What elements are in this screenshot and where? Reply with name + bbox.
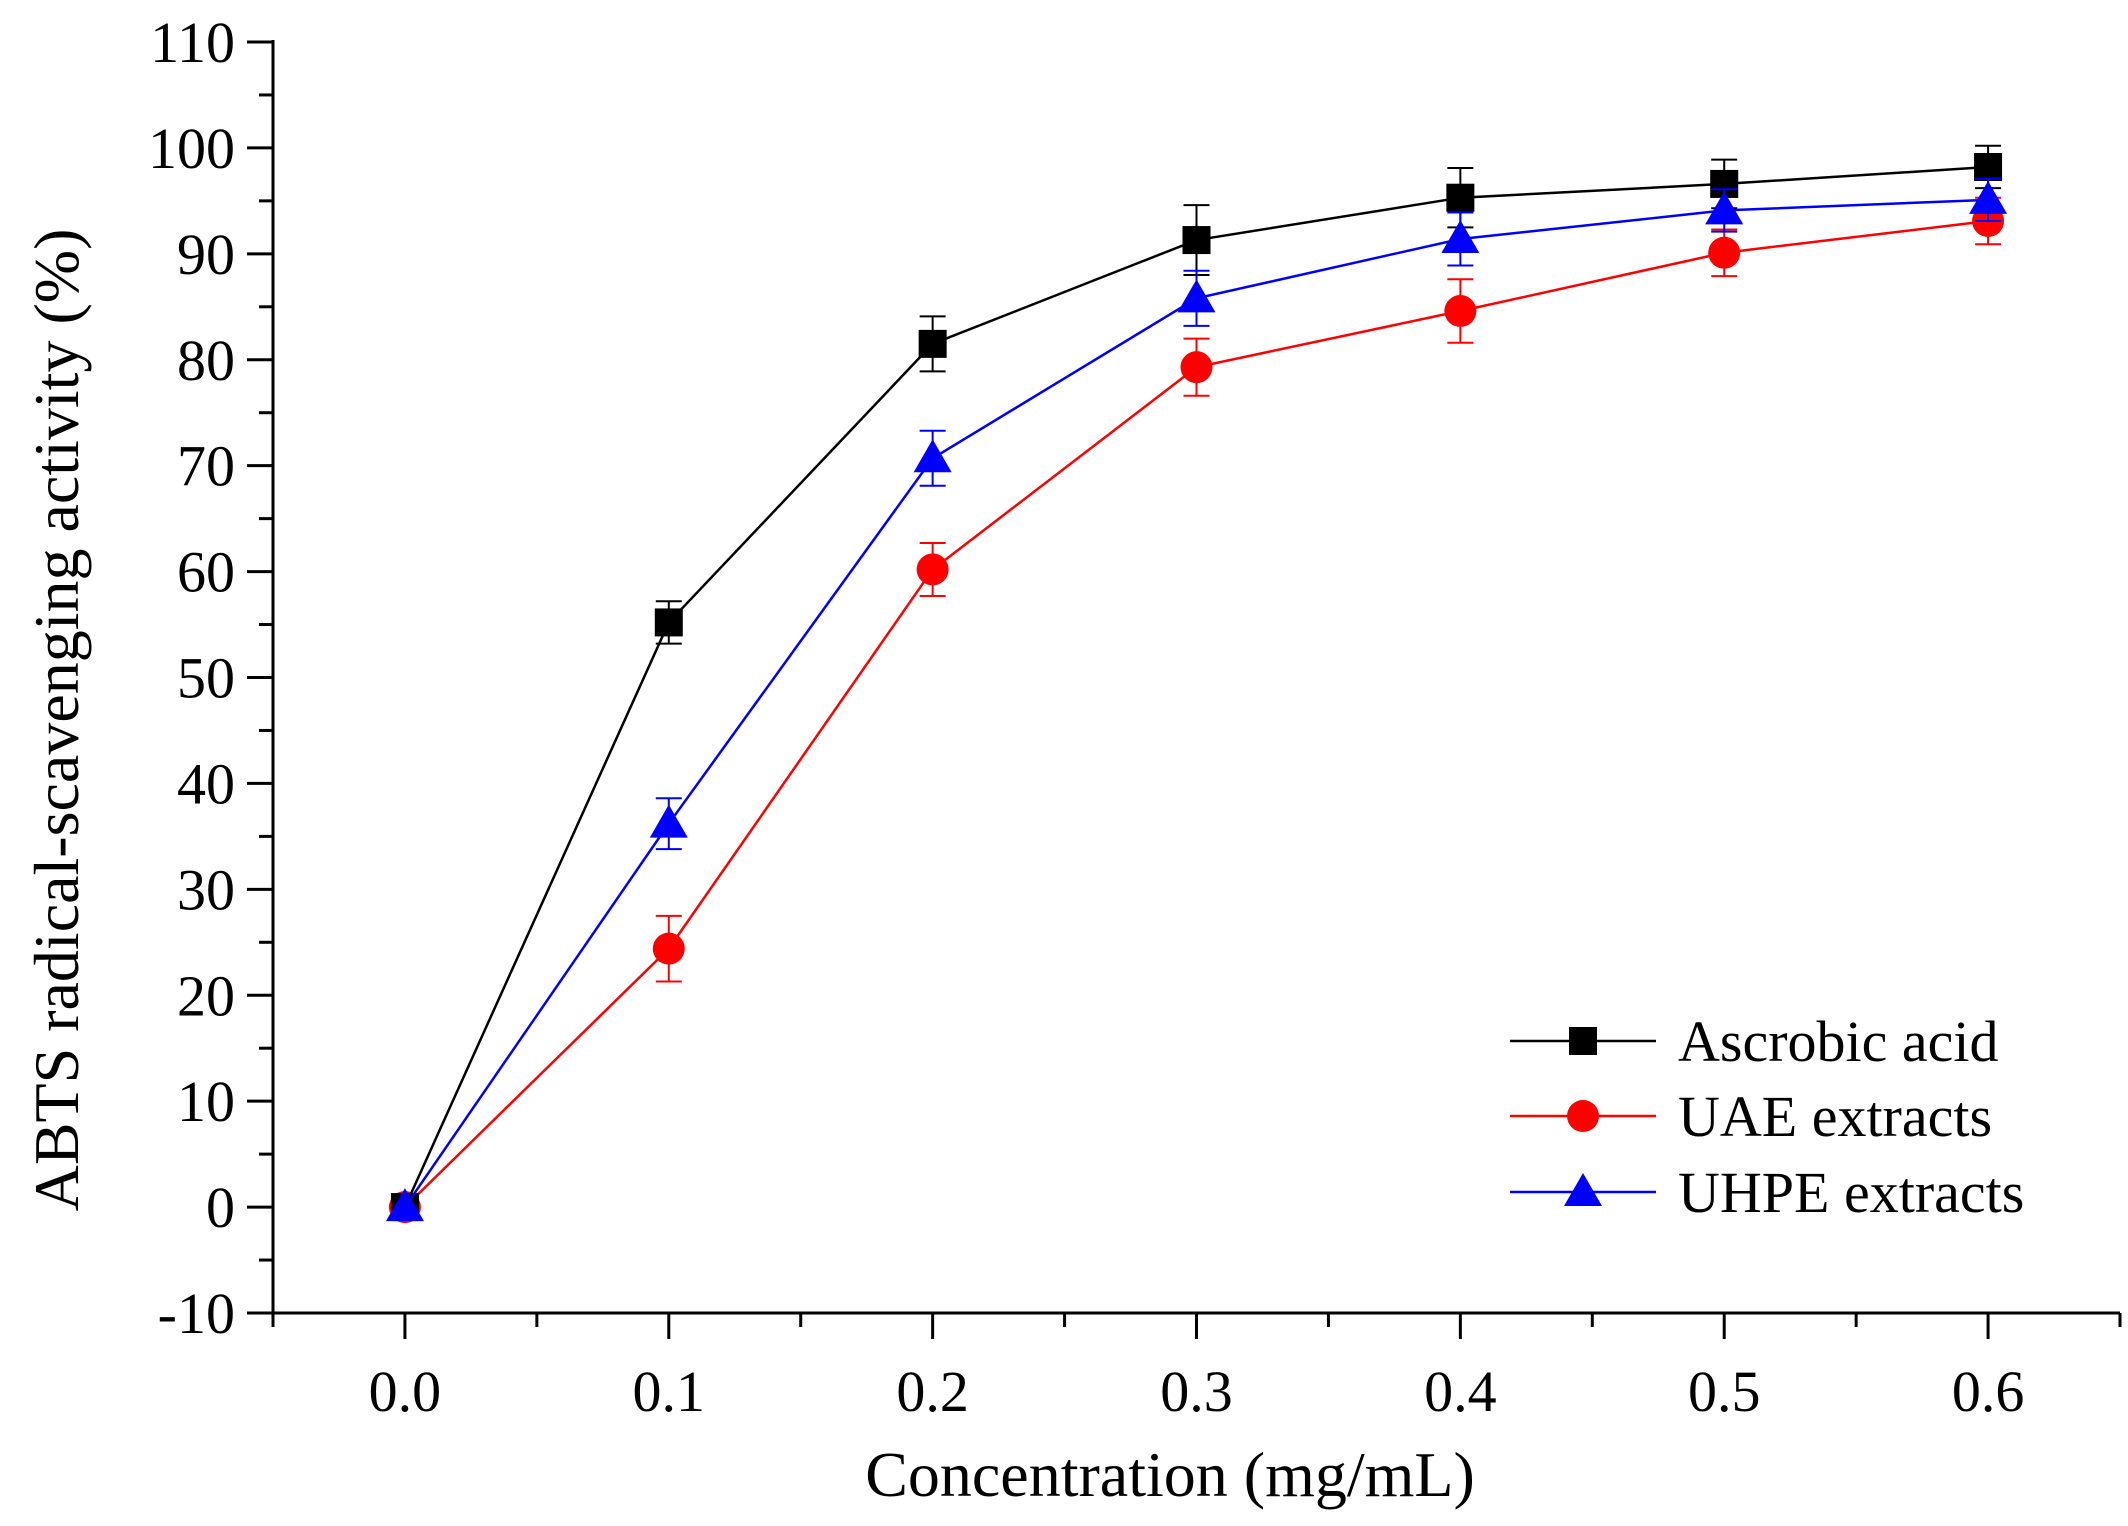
data-point <box>649 804 688 838</box>
data-point <box>1444 295 1477 328</box>
x-axis-title: Concentration (mg/mL) <box>865 1439 1475 1510</box>
y-tick-label: 70 <box>177 434 235 499</box>
legend-item: Ascrobic acid <box>1510 1009 1998 1074</box>
legend-label: Ascrobic acid <box>1678 1009 1998 1074</box>
legend-marker <box>1564 1173 1602 1206</box>
x-tick-label: 0.2 <box>896 1359 969 1424</box>
data-point <box>1969 180 2008 214</box>
data-point <box>1974 152 2003 181</box>
legend-label: UAE extracts <box>1678 1084 1992 1149</box>
y-tick-label: 10 <box>177 1069 235 1134</box>
x-tick-label: 0.1 <box>633 1359 706 1424</box>
legend-item: UAE extracts <box>1510 1084 1992 1149</box>
legend: Ascrobic acid UAE extracts UHPE extracts <box>1510 1009 2024 1225</box>
x-tick-label: 0.3 <box>1160 1359 1233 1424</box>
y-tick-label: 90 <box>177 222 235 287</box>
x-tick-label: 0.5 <box>1688 1359 1761 1424</box>
y-tick-label: 80 <box>177 328 235 393</box>
data-point <box>1441 220 1480 254</box>
legend-label: UHPE extracts <box>1678 1160 2024 1225</box>
data-point <box>1180 351 1213 384</box>
y-tick-label: -10 <box>158 1281 235 1346</box>
data-point <box>1446 183 1475 212</box>
y-tick-label: 40 <box>177 751 235 816</box>
axes: -10 0 10 20 30 40 50 60 70 80 90 100 110 0.0 0.1 0.2 0.3… <box>148 10 2122 1424</box>
data-point <box>1708 236 1741 269</box>
plot-area <box>385 144 2008 1224</box>
data-point <box>913 439 952 473</box>
y-tick-label: 0 <box>206 1175 235 1240</box>
data-point <box>1705 191 1744 225</box>
data-point <box>652 932 685 965</box>
data-point <box>918 329 947 358</box>
legend-item: UHPE extracts <box>1510 1160 2024 1225</box>
y-tick-label: 60 <box>177 540 235 605</box>
x-tick-label: 0.0 <box>369 1359 442 1424</box>
data-point <box>916 553 949 586</box>
y-tick-label: 100 <box>148 116 235 181</box>
data-point <box>1177 279 1216 313</box>
y-tick-label: 30 <box>177 857 235 922</box>
legend-marker <box>1569 1027 1597 1055</box>
x-tick-label: 0.6 <box>1952 1359 2025 1424</box>
data-point <box>1182 226 1211 255</box>
y-tick-label: 20 <box>177 963 235 1028</box>
data-point <box>385 1188 424 1222</box>
legend-marker <box>1567 1100 1599 1132</box>
series-triangle <box>385 177 2008 1222</box>
y-tick-label: 50 <box>177 646 235 711</box>
y-tick-label: 110 <box>150 10 235 75</box>
x-tick-label: 0.4 <box>1424 1359 1497 1424</box>
data-point <box>654 608 683 637</box>
y-axis-title: ABTS radical-scavenging activity (%) <box>21 229 92 1212</box>
